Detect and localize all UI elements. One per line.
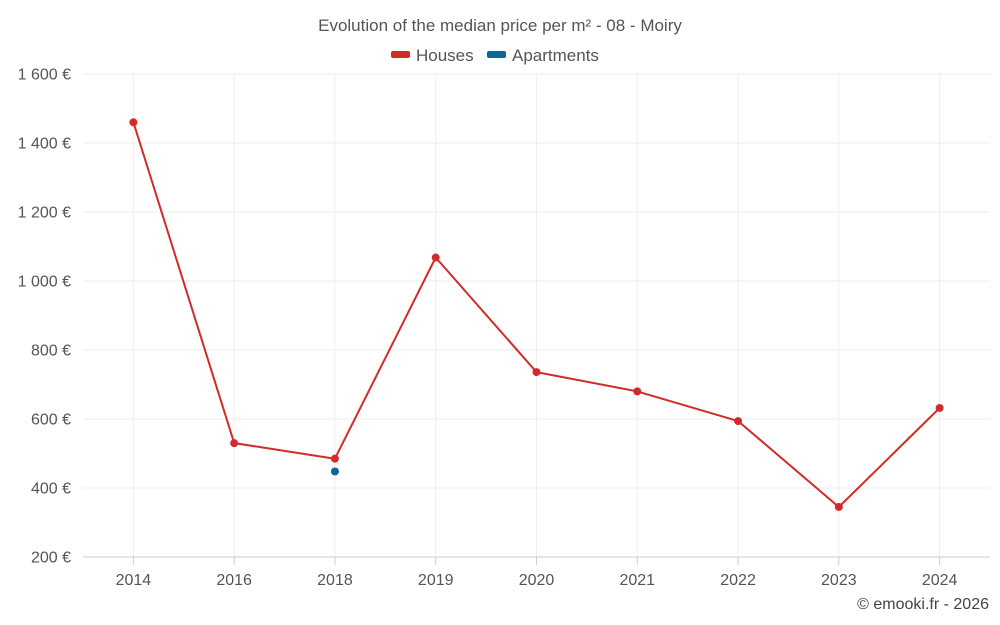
legend-label-houses: Houses xyxy=(416,46,474,65)
series-layer xyxy=(129,118,944,511)
credit-text: © emooki.fr - 2026 xyxy=(857,596,989,613)
legend-swatch-apartments xyxy=(487,51,506,58)
x-axis-ticks: 2014 2016 2018 2019 2020 2021 2022 2023 2024 xyxy=(116,557,958,589)
x-tick-label: 2020 xyxy=(519,572,555,589)
data-point-houses-2019[interactable] xyxy=(431,253,440,262)
y-tick-label: 1 200 € xyxy=(18,205,71,222)
data-point-apartments-2018[interactable] xyxy=(330,467,339,476)
legend: Houses Apartments xyxy=(391,46,599,65)
legend-item-houses[interactable]: Houses xyxy=(391,46,474,65)
x-tick-label: 2016 xyxy=(216,572,252,589)
data-point-houses-2014[interactable] xyxy=(129,118,138,127)
y-tick-label: 200 € xyxy=(31,550,71,567)
series-houses xyxy=(129,118,944,511)
chart-title: Evolution of the median price per m² - 0… xyxy=(318,16,682,35)
x-tick-label: 2019 xyxy=(418,572,454,589)
data-point-houses-2021[interactable] xyxy=(633,387,642,396)
data-point-houses-2022[interactable] xyxy=(734,417,743,426)
y-axis-ticks: 200 € 400 € 600 € 800 € 1 000 € 1 200 € 1 400 … xyxy=(18,67,71,567)
legend-swatch-houses xyxy=(391,51,410,58)
y-tick-label: 1 000 € xyxy=(18,274,71,291)
y-tick-label: 1 600 € xyxy=(18,67,71,84)
y-tick-label: 600 € xyxy=(31,412,71,429)
x-tick-label: 2018 xyxy=(317,572,353,589)
x-tick-label: 2022 xyxy=(720,572,756,589)
data-point-houses-2023[interactable] xyxy=(834,502,843,511)
x-tick-label: 2023 xyxy=(821,572,857,589)
legend-label-apartments: Apartments xyxy=(512,46,599,65)
x-tick-label: 2021 xyxy=(619,572,655,589)
y-tick-label: 1 400 € xyxy=(18,136,71,153)
series-apartments xyxy=(330,467,339,476)
x-tick-label: 2014 xyxy=(116,572,152,589)
x-tick-label: 2024 xyxy=(922,572,958,589)
x-grid xyxy=(132,74,941,557)
y-tick-label: 800 € xyxy=(31,343,71,360)
y-grid xyxy=(83,73,990,489)
data-point-houses-2018[interactable] xyxy=(330,454,339,463)
y-tick-label: 400 € xyxy=(31,481,71,498)
data-point-houses-2020[interactable] xyxy=(532,368,541,377)
data-point-houses-2016[interactable] xyxy=(230,439,239,448)
data-point-houses-2024[interactable] xyxy=(935,403,944,412)
legend-item-apartments[interactable]: Apartments xyxy=(487,46,599,65)
